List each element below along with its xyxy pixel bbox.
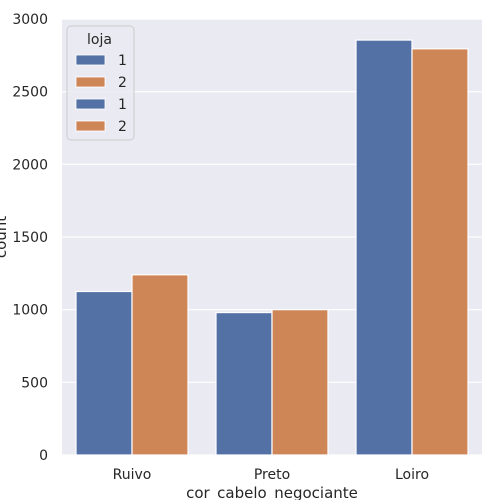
bar-preto-series-2 (271, 309, 329, 456)
bar-ruivo-series-2 (131, 274, 189, 456)
y-tick-label: 2500 (12, 85, 48, 101)
y-axis-label: count (0, 216, 10, 258)
x-axis-label: cor_cabelo_negociante (186, 484, 358, 500)
legend-swatch (75, 98, 106, 110)
legend-swatch (75, 54, 106, 66)
y-tick-label: 1500 (12, 230, 48, 246)
y-tick-label: 500 (21, 375, 48, 391)
y-tick-label: 2000 (12, 157, 48, 173)
legend-swatch (75, 120, 106, 132)
y-tick-label: 1000 (12, 303, 48, 319)
bars (75, 39, 469, 456)
bar-loiro-series-1 (355, 39, 413, 456)
bar-preto-series-1 (215, 311, 273, 456)
bar-ruivo-series-1 (75, 290, 133, 456)
legend-label: 2 (118, 119, 127, 135)
bar-loiro-series-2 (411, 48, 469, 456)
x-tick-label: Loiro (395, 467, 429, 483)
x-axis-ticks: Ruivo Preto Loiro (113, 467, 429, 483)
legend-title: loja (87, 32, 112, 48)
legend-label: 2 (118, 75, 127, 91)
legend-label: 1 (118, 53, 127, 69)
legend-label: 1 (118, 97, 127, 113)
y-axis-ticks: 0 500 1000 1500 2000 2500 3000 (12, 12, 48, 464)
y-tick-label: 3000 (12, 12, 48, 28)
legend: loja 1 2 1 2 (66, 25, 135, 141)
x-tick-label: Preto (254, 467, 290, 483)
legend-swatch (75, 76, 106, 88)
y-tick-label: 0 (39, 448, 48, 464)
x-tick-label: Ruivo (113, 467, 152, 483)
